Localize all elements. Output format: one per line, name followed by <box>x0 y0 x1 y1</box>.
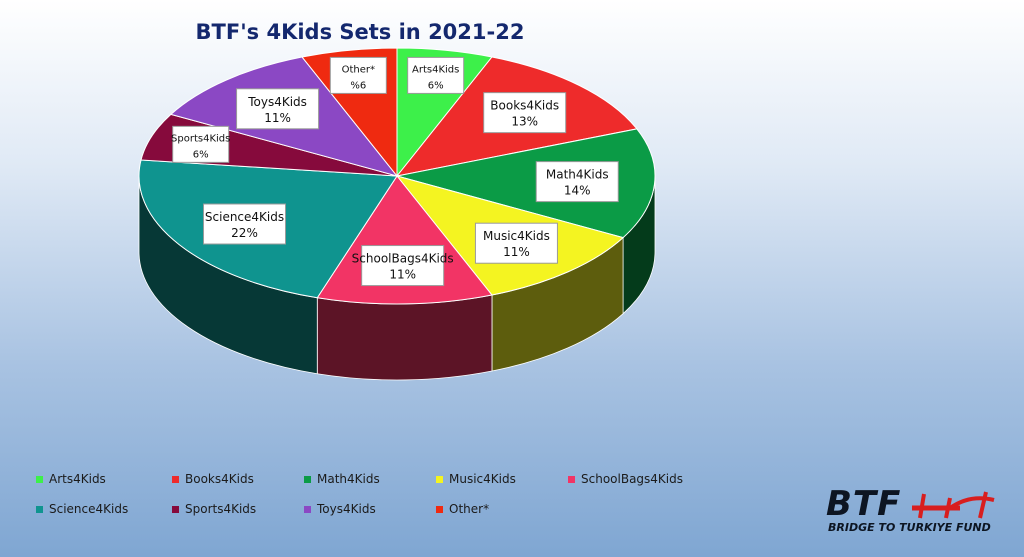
legend-swatch <box>436 505 443 513</box>
legend-swatch <box>172 505 179 513</box>
data-label-box <box>361 245 445 287</box>
legend-swatch <box>36 475 43 483</box>
legend-item-science4kids: Science4Kids <box>36 502 128 516</box>
legend-label: Books4Kids <box>185 472 254 486</box>
btf-logo: BTF BRIDGE TO TURKIYE FUND <box>826 484 1006 540</box>
data-label-math4kids: Math4Kids 14% <box>535 161 619 203</box>
legend-swatch <box>36 505 43 513</box>
logo-text: BTF <box>826 484 902 524</box>
legend-label: Music4Kids <box>449 472 516 486</box>
data-label-box <box>535 161 619 203</box>
legend-item-other: Other* <box>436 502 489 516</box>
legend-item-arts4kids: Arts4Kids <box>36 472 106 486</box>
data-label-name: Science4Kids <box>205 210 284 224</box>
legend-label: Arts4Kids <box>49 472 106 486</box>
data-label-arts4kids: Arts4Kids 6% <box>407 56 465 94</box>
data-label-books4kids: Books4Kids 13% <box>483 92 567 134</box>
data-label-box <box>172 125 230 163</box>
data-label-name: Other* <box>342 64 375 75</box>
data-label-value: 6% <box>428 80 444 91</box>
legend-item-schoolbags4kids: SchoolBags4Kids <box>568 472 683 486</box>
pie-slice-math4kids <box>396 128 656 239</box>
data-label-name: Music4Kids <box>483 229 550 243</box>
legend-item-math4kids: Math4Kids <box>304 472 380 486</box>
data-label-value: 22% <box>231 226 258 240</box>
legend-swatch <box>304 505 311 513</box>
legend-item-books4kids: Books4Kids <box>172 472 254 486</box>
legend-label: Other* <box>449 502 490 516</box>
data-label-name: Arts4Kids <box>412 64 459 75</box>
legend-label: Sports4Kids <box>185 502 257 516</box>
data-label-box <box>483 92 567 134</box>
data-label-science4kids: Science4Kids 22% <box>203 203 287 245</box>
data-label-value: 11% <box>503 245 530 259</box>
data-label-value: 6% <box>193 149 209 160</box>
data-label-name: Books4Kids <box>490 99 559 113</box>
data-label-music4kids: Music4Kids 11% <box>474 222 558 264</box>
legend-swatch <box>172 475 179 483</box>
legend-label: Toys4Kids <box>317 502 376 516</box>
data-label-value: %6 <box>350 80 366 91</box>
data-label-name: Toys4Kids <box>247 95 307 109</box>
data-label-value: 14% <box>564 184 591 198</box>
data-label-box <box>203 203 287 245</box>
data-label-box <box>474 222 558 264</box>
data-label-name: SchoolBags4Kids <box>352 252 454 266</box>
data-label-value: 13% <box>511 115 538 129</box>
pie-side-schoolbags4kids <box>316 294 493 381</box>
data-label-name: Sports4Kids <box>171 133 230 144</box>
bridge-mark-icon <box>912 491 995 519</box>
data-label-box <box>329 56 387 94</box>
legend-swatch <box>568 475 575 483</box>
data-label-box <box>236 88 320 130</box>
legend-swatch <box>304 475 311 483</box>
data-label-other: Other* %6 <box>329 56 387 94</box>
legend-item-sports4kids: Sports4Kids <box>172 502 256 516</box>
data-label-box <box>407 56 465 94</box>
pie-slice-schoolbags4kids <box>316 175 493 305</box>
legend-label: Science4Kids <box>49 502 129 516</box>
data-label-name: Math4Kids <box>546 168 609 182</box>
logo-subtitle: BRIDGE TO TURKIYE FUND <box>828 521 991 534</box>
legend-label: SchoolBags4Kids <box>581 472 683 486</box>
data-label-toys4kids: Toys4Kids 11% <box>236 88 320 130</box>
data-label-value: 11% <box>264 111 291 125</box>
data-label-value: 11% <box>389 268 416 282</box>
legend-item-toys4kids: Toys4Kids <box>304 502 376 516</box>
chart-title: BTF's 4Kids Sets in 2021-22 <box>195 20 525 44</box>
legend-label: Math4Kids <box>317 472 380 486</box>
legend-swatch <box>436 475 443 483</box>
data-label-schoolbags4kids: SchoolBags4Kids 11% <box>352 245 454 287</box>
data-label-sports4kids: Sports4Kids 6% <box>171 125 230 163</box>
legend-item-music4kids: Music4Kids <box>436 472 516 486</box>
